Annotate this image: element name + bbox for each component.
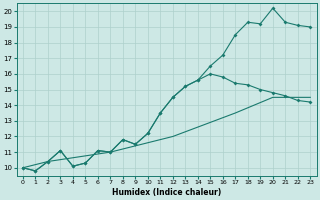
X-axis label: Humidex (Indice chaleur): Humidex (Indice chaleur) [112, 188, 221, 197]
